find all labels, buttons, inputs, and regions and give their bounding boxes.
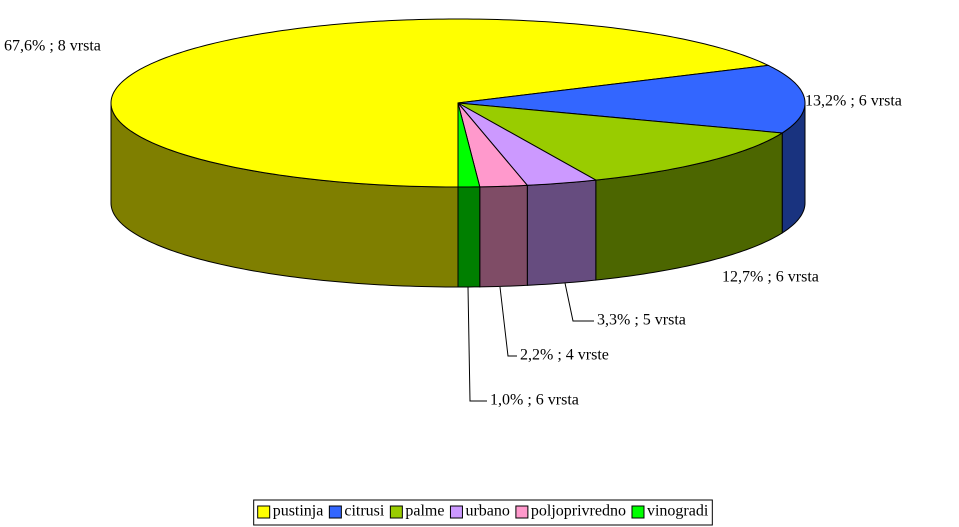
legend-swatch	[257, 505, 271, 519]
pie-slice	[457, 102, 784, 181]
leader-line	[564, 282, 594, 322]
legend-swatch	[328, 505, 342, 519]
pie-side	[526, 179, 597, 286]
legend-label: citrusi	[344, 503, 385, 520]
pie-slice	[457, 102, 481, 188]
pie-slice	[457, 102, 598, 186]
pie-slice	[457, 102, 529, 188]
legend-label: pustinja	[273, 503, 324, 520]
legend-swatch	[515, 505, 529, 519]
data-label: 3,3% ; 5 vrsta	[597, 312, 686, 329]
legend-swatch	[631, 505, 645, 519]
leader-line	[499, 286, 517, 357]
legend-label: urbano	[465, 503, 509, 520]
legend-swatch	[449, 505, 463, 519]
data-label: 2,2% ; 4 vrste	[520, 347, 609, 364]
data-label: 12,7% ; 6 vrsta	[722, 269, 819, 286]
leader-line	[467, 286, 487, 402]
data-label: 13,2% ; 6 vrsta	[805, 93, 902, 110]
pie-slice	[110, 18, 770, 188]
pie-side	[457, 186, 481, 288]
legend-label: vinogradi	[647, 503, 709, 520]
legend-label: poljoprivredno	[531, 503, 626, 520]
pie-side	[479, 184, 528, 288]
legend-swatch	[389, 505, 403, 519]
data-label: 67,6% ; 8 vrsta	[4, 38, 101, 55]
pie-slice	[457, 64, 806, 134]
data-label: 1,0% ; 6 vrsta	[490, 392, 579, 409]
legend-label: palme	[405, 503, 444, 520]
